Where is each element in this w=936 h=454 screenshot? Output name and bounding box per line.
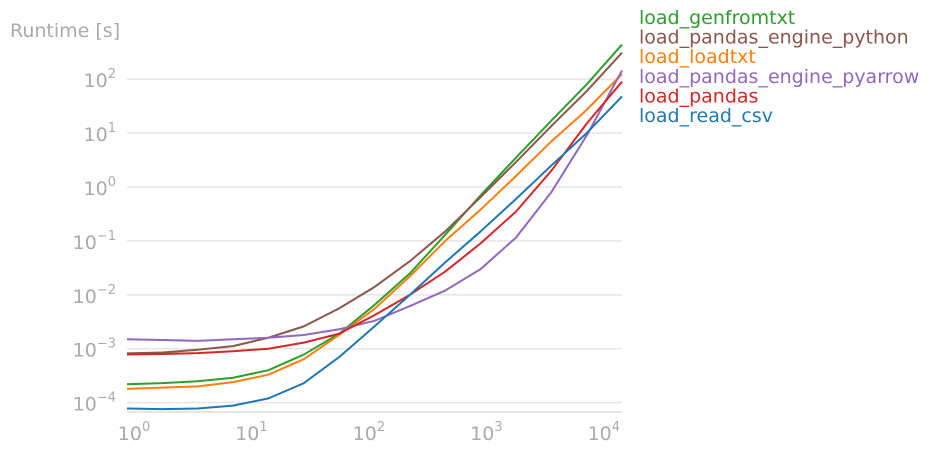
legend-item-load-pandas-engine-pyarrow: load_pandas_engine_pyarrow (639, 66, 919, 88)
y-tick-labels: 10−4 10−3 10−2 10−1 100 101 102 (73, 67, 116, 415)
x-tick-label-2: 102 (353, 420, 385, 445)
legend-item-load-loadtxt: load_loadtxt (639, 46, 756, 68)
x-tick-labels: 100 101 102 103 104 (118, 420, 620, 445)
gridlines (127, 78, 622, 404)
series-lines (126, 43, 623, 411)
y-tick-label-2: 10−2 (73, 283, 116, 308)
series-line-load-genfromtxt (126, 43, 623, 386)
legend-item-load-pandas-engine-python: load_pandas_engine_python (639, 27, 909, 49)
legend: load_genfromtxtload_pandas_engine_python… (639, 7, 919, 127)
y-axis-title: Runtime [s] (10, 20, 120, 42)
series-line-load-pandas-engine-pyarrow (126, 70, 623, 342)
series-line-load-read-csv (126, 95, 623, 411)
x-tick-label-3: 103 (470, 420, 502, 445)
legend-item-load-pandas: load_pandas (639, 85, 758, 107)
y-tick-label-4: 100 (84, 175, 116, 200)
series-line-load-pandas (126, 81, 623, 356)
x-tick-label-0: 100 (118, 420, 150, 445)
y-tick-label-5: 101 (84, 121, 116, 146)
legend-item-load-read-csv: load_read_csv (639, 105, 773, 127)
x-tick-label-4: 104 (588, 420, 620, 445)
legend-item-load-genfromtxt: load_genfromtxt (639, 7, 795, 29)
y-tick-label-3: 10−1 (73, 229, 116, 254)
x-tick-label-1: 101 (235, 420, 267, 445)
series-line-load-pandas-engine-python (126, 52, 623, 355)
y-tick-label-1: 10−3 (73, 337, 116, 362)
y-tick-label-6: 102 (84, 67, 116, 92)
series-line-load-loadtxt (126, 73, 623, 390)
y-tick-label-0: 10−4 (73, 391, 116, 416)
